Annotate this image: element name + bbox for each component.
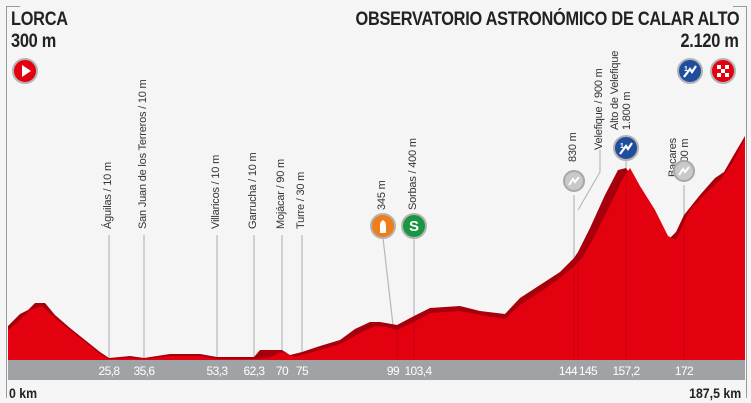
distance-ticks: 25,8 35,6 53,3 62,3 70 75 99 103,4 144 1… [99,364,695,378]
svg-text:75: 75 [296,364,309,378]
distance-start-label: 0 km [9,385,38,401]
waypoint-label-garrucha: Garrucha / 10 m [247,152,259,229]
waypoint-label-feed-345: 345 m [376,180,388,210]
profile-area [8,138,745,360]
intermediate-sprint-icon: S [401,213,427,239]
climb-start-icon-830 [563,170,585,192]
waypoint-label-velefique: Velefique / 900 m [593,68,605,150]
mountain-pass-icon: 1 [613,135,639,161]
climb-start-icon-bacares [673,160,695,182]
checkered-finish-icon [710,58,736,84]
waypoint-label-villaricos: Villaricos / 10 m [210,154,222,229]
mountain-finish-icon: 1 [677,58,703,84]
frame-corner-right [733,6,747,398]
start-town-name: LORCA [11,9,68,30]
finish-altitude: 2.120 m [680,31,739,52]
svg-text:1: 1 [684,66,688,73]
svg-text:103,4: 103,4 [404,364,432,378]
svg-text:172: 172 [675,364,694,378]
svg-text:1: 1 [620,143,624,150]
svg-text:25,8: 25,8 [99,364,121,378]
waypoint-label-mojacar: Mojácar / 90 m [275,159,287,229]
frame-corner-left [6,6,20,398]
start-flag-icon [12,58,38,84]
finish-town-name: OBSERVATORIO ASTRONÓMICO DE CALAR ALTO [355,9,739,30]
waypoint-label-830: 830 m [567,132,579,162]
svg-text:157,2: 157,2 [612,364,640,378]
svg-text:70: 70 [276,364,289,378]
waypoint-label-alto-velefique: Alto de Velefique [609,50,621,130]
waypoint-sublabel-alto-velefique: 1.800 m [621,91,633,130]
svg-text:99: 99 [387,364,400,378]
svg-text:144: 144 [559,364,578,378]
distance-axis-band [8,360,745,380]
svg-text:53,3: 53,3 [207,364,229,378]
waypoint-label-turre: Turre / 30 m [295,171,307,229]
svg-text:62,3: 62,3 [244,364,266,378]
distance-end-label: 187,5 km [688,385,741,401]
start-altitude: 300 m [11,31,57,52]
feed-zone-icon [370,213,396,239]
svg-text:145: 145 [579,364,598,378]
waypoint-label-san-juan: San Juan de los Terreros / 10 m [137,79,149,229]
svg-text:S: S [409,218,419,235]
waypoint-label-sorbas: Sorbas / 400 m [407,138,419,210]
svg-text:35,6: 35,6 [134,364,156,378]
waypoint-label-aguilas: Águilas / 10 m [102,162,114,229]
